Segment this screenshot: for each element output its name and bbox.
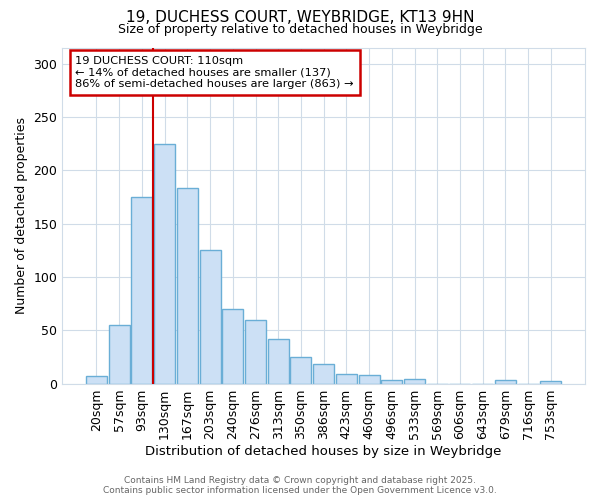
Text: Contains HM Land Registry data © Crown copyright and database right 2025.
Contai: Contains HM Land Registry data © Crown c… (103, 476, 497, 495)
Text: Size of property relative to detached houses in Weybridge: Size of property relative to detached ho… (118, 22, 482, 36)
Bar (313, 364, 334, 384)
Bar (109, 325, 130, 384)
Bar (86, 376, 107, 384)
Bar (541, 382, 561, 384)
Bar (359, 375, 380, 384)
Bar (404, 380, 425, 384)
Bar (245, 320, 266, 384)
Bar (382, 380, 402, 384)
Bar (290, 357, 311, 384)
Bar (131, 197, 152, 384)
Bar (268, 339, 289, 384)
Bar (336, 374, 357, 384)
Bar (154, 144, 175, 384)
X-axis label: Distribution of detached houses by size in Weybridge: Distribution of detached houses by size … (145, 444, 502, 458)
Text: 19 DUCHESS COURT: 110sqm
← 14% of detached houses are smaller (137)
86% of semi-: 19 DUCHESS COURT: 110sqm ← 14% of detach… (76, 56, 354, 89)
Bar (177, 188, 198, 384)
Y-axis label: Number of detached properties: Number of detached properties (15, 117, 28, 314)
Bar (495, 380, 516, 384)
Text: 19, DUCHESS COURT, WEYBRIDGE, KT13 9HN: 19, DUCHESS COURT, WEYBRIDGE, KT13 9HN (126, 10, 474, 25)
Bar (223, 309, 243, 384)
Bar (200, 250, 221, 384)
